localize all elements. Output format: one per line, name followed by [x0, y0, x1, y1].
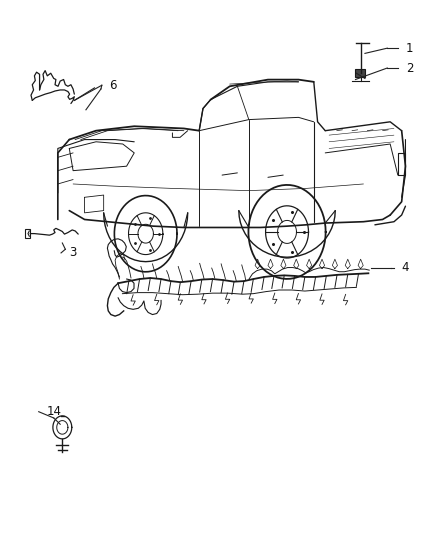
Text: 2: 2 [406, 61, 413, 75]
Text: 14: 14 [46, 405, 61, 418]
Text: 1: 1 [406, 42, 413, 55]
FancyBboxPatch shape [356, 69, 365, 77]
FancyBboxPatch shape [25, 229, 30, 238]
Text: 6: 6 [110, 79, 117, 92]
Text: 3: 3 [69, 246, 76, 260]
Text: 4: 4 [401, 261, 409, 274]
